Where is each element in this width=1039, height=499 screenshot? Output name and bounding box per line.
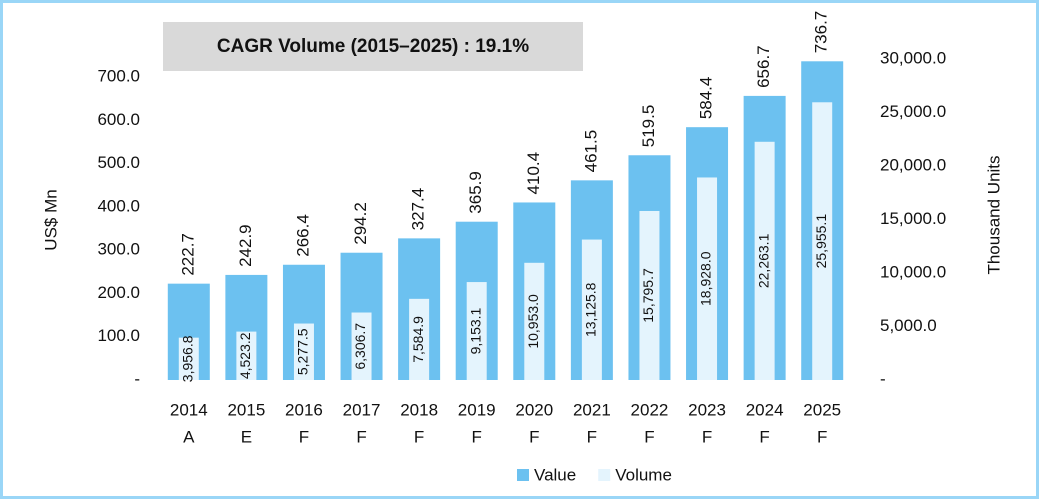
annotation-box bbox=[163, 22, 583, 71]
data-label: 410.4 bbox=[524, 152, 543, 195]
bar bbox=[754, 141, 775, 380]
legend-swatch bbox=[517, 469, 529, 481]
data-label: 5,277.5 bbox=[295, 328, 311, 375]
y-tick-label: 300.0 bbox=[97, 240, 140, 259]
data-label: 519.5 bbox=[639, 105, 658, 148]
data-label: 6,306.7 bbox=[352, 323, 368, 370]
x-tick-label: F bbox=[702, 427, 712, 446]
y-tick-label: 700.0 bbox=[97, 67, 140, 86]
data-label: 18,928.0 bbox=[698, 251, 714, 306]
x-tick-label: F bbox=[644, 427, 654, 446]
bar bbox=[697, 177, 718, 380]
x-tick-label: 2018 bbox=[400, 400, 438, 419]
bar bbox=[293, 323, 314, 380]
x-tick-label: F bbox=[299, 427, 309, 446]
x-tick-label: F bbox=[817, 427, 827, 446]
data-label: 222.7 bbox=[178, 233, 197, 276]
data-label: 327.4 bbox=[409, 188, 428, 231]
data-label: 3,956.8 bbox=[179, 335, 195, 382]
x-tick-label: 2016 bbox=[285, 400, 323, 419]
data-label: 4,523.2 bbox=[237, 332, 253, 379]
x-tick-label: 2022 bbox=[631, 400, 669, 419]
y-tick-label: - bbox=[134, 369, 140, 388]
data-label: 15,795.7 bbox=[640, 268, 656, 323]
y2-tick-label: 5,000.0 bbox=[880, 316, 937, 335]
y-tick-label: 100.0 bbox=[97, 326, 140, 345]
data-label: 10,953.0 bbox=[525, 294, 541, 349]
data-label: 25,955.1 bbox=[813, 214, 829, 269]
bar bbox=[466, 282, 487, 380]
legend-label: Volume bbox=[615, 465, 672, 484]
y-axis-title: US$ Mn bbox=[41, 189, 60, 250]
x-tick-label: 2020 bbox=[515, 400, 553, 419]
x-tick-label: 2014 bbox=[170, 400, 208, 419]
y2-tick-label: 10,000.0 bbox=[880, 262, 946, 281]
data-label: 22,263.1 bbox=[755, 233, 771, 288]
x-tick-label: F bbox=[529, 427, 539, 446]
y2-axis-title: Thousand Units bbox=[984, 155, 1003, 274]
x-tick-label: F bbox=[356, 427, 366, 446]
bar bbox=[639, 210, 660, 380]
x-tick-label: 2025 bbox=[803, 400, 841, 419]
bar bbox=[236, 331, 257, 380]
data-label: 736.7 bbox=[812, 11, 831, 54]
legend-swatch bbox=[598, 469, 611, 481]
data-label: 13,125.8 bbox=[583, 282, 599, 337]
x-tick-label: E bbox=[241, 427, 252, 446]
x-tick-label: F bbox=[414, 427, 424, 446]
x-tick-label: F bbox=[759, 427, 769, 446]
x-tick-label: 2023 bbox=[688, 400, 726, 419]
data-label: 9,153.1 bbox=[467, 307, 483, 354]
bar bbox=[178, 337, 199, 380]
legend-label: Value bbox=[534, 465, 576, 484]
x-tick-label: 2019 bbox=[458, 400, 496, 419]
annotation: CAGR Volume (2015–2025) : 19.1% bbox=[217, 36, 529, 57]
y2-tick-label: 25,000.0 bbox=[880, 102, 946, 121]
y-tick-label: 500.0 bbox=[97, 153, 140, 172]
x-tick-label: F bbox=[472, 427, 482, 446]
x-tick-label: 2015 bbox=[227, 400, 265, 419]
y2-tick-label: 15,000.0 bbox=[880, 209, 946, 228]
y2-tick-label: - bbox=[880, 369, 886, 388]
data-label: 461.5 bbox=[581, 130, 600, 173]
bar bbox=[351, 312, 372, 380]
y2-tick-label: 30,000.0 bbox=[880, 48, 946, 67]
data-label: 584.4 bbox=[697, 77, 716, 120]
bar bbox=[581, 239, 602, 380]
data-label: 656.7 bbox=[754, 45, 773, 88]
y-tick-label: 600.0 bbox=[97, 110, 140, 129]
data-label: 294.2 bbox=[351, 202, 370, 245]
bar bbox=[812, 102, 833, 381]
x-tick-label: 2017 bbox=[343, 400, 381, 419]
y-tick-label: 200.0 bbox=[97, 283, 140, 302]
x-tick-label: 2024 bbox=[746, 400, 784, 419]
data-label: 7,584.9 bbox=[410, 316, 426, 363]
data-label: 242.9 bbox=[236, 224, 255, 267]
data-label: 266.4 bbox=[293, 214, 312, 257]
x-tick-label: F bbox=[587, 427, 597, 446]
x-tick-label: A bbox=[183, 427, 195, 446]
bar bbox=[409, 298, 430, 380]
y-tick-label: 400.0 bbox=[97, 196, 140, 215]
bar bbox=[524, 262, 545, 380]
data-label: 365.9 bbox=[466, 171, 485, 214]
x-tick-label: 2021 bbox=[573, 400, 611, 419]
y2-tick-label: 20,000.0 bbox=[880, 155, 946, 174]
